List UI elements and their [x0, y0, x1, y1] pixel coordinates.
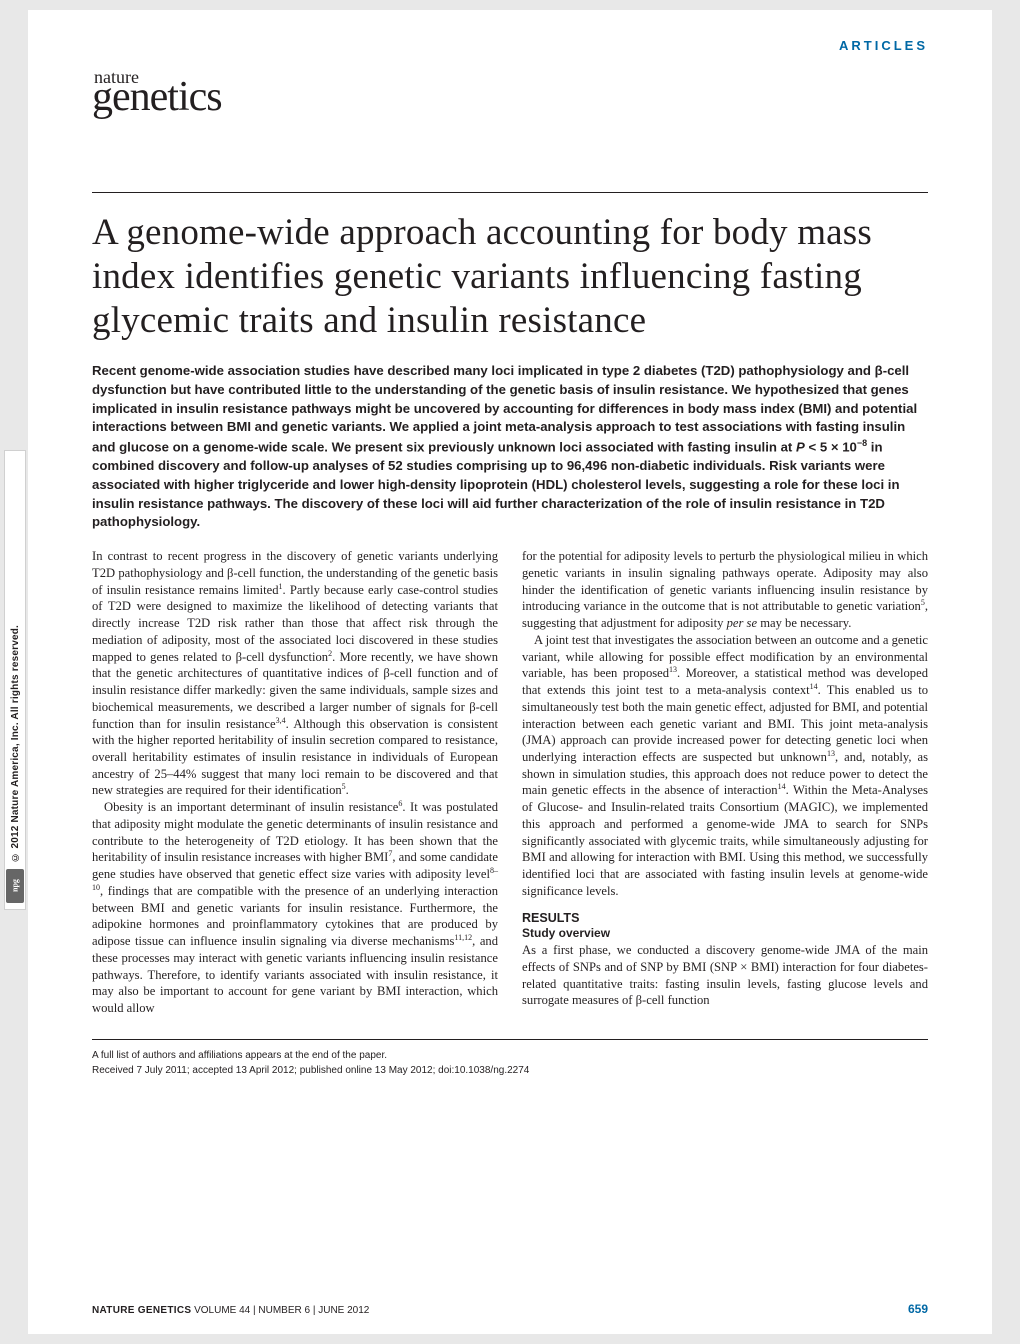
- publisher-side-tab: © 2012 Nature America, Inc. All rights r…: [4, 450, 26, 910]
- footer-page-number: 659: [908, 1302, 928, 1316]
- study-overview-heading: Study overview: [522, 926, 928, 942]
- footer-left: NATURE GENETICS VOLUME 44 | NUMBER 6 | J…: [92, 1305, 369, 1316]
- article-page: ARTICLES nature genetics A genome-wide a…: [28, 10, 992, 1334]
- body-p2: Obesity is an important determinant of i…: [92, 799, 498, 1017]
- copyright-text: © 2012 Nature America, Inc. All rights r…: [10, 625, 21, 863]
- body-p4: A joint test that investigates the assoc…: [522, 632, 928, 900]
- article-title: A genome-wide approach accounting for bo…: [92, 211, 928, 342]
- body-p3: for the potential for adiposity levels t…: [522, 548, 928, 632]
- footnotes: A full list of authors and affiliations …: [92, 1039, 928, 1079]
- section-label: ARTICLES: [92, 38, 928, 53]
- footer-issue: VOLUME 44 | NUMBER 6 | JUNE 2012: [194, 1305, 369, 1316]
- body-p1: In contrast to recent progress in the di…: [92, 548, 498, 799]
- running-footer: NATURE GENETICS VOLUME 44 | NUMBER 6 | J…: [92, 1302, 928, 1316]
- received-dates: Received 7 July 2011; accepted 13 April …: [92, 1063, 928, 1079]
- authors-note: A full list of authors and affiliations …: [92, 1048, 928, 1064]
- rule-top: [92, 192, 928, 193]
- journal-logo: nature genetics: [92, 71, 928, 112]
- logo-bottom: genetics: [92, 74, 222, 120]
- abstract: Recent genome-wide association studies h…: [92, 362, 928, 532]
- body-columns: In contrast to recent progress in the di…: [92, 548, 928, 1017]
- body-p5: As a first phase, we conducted a discove…: [522, 942, 928, 1009]
- npg-badge: npg: [6, 869, 24, 903]
- results-heading: RESULTS: [522, 910, 928, 927]
- footer-journal: NATURE GENETICS: [92, 1305, 191, 1316]
